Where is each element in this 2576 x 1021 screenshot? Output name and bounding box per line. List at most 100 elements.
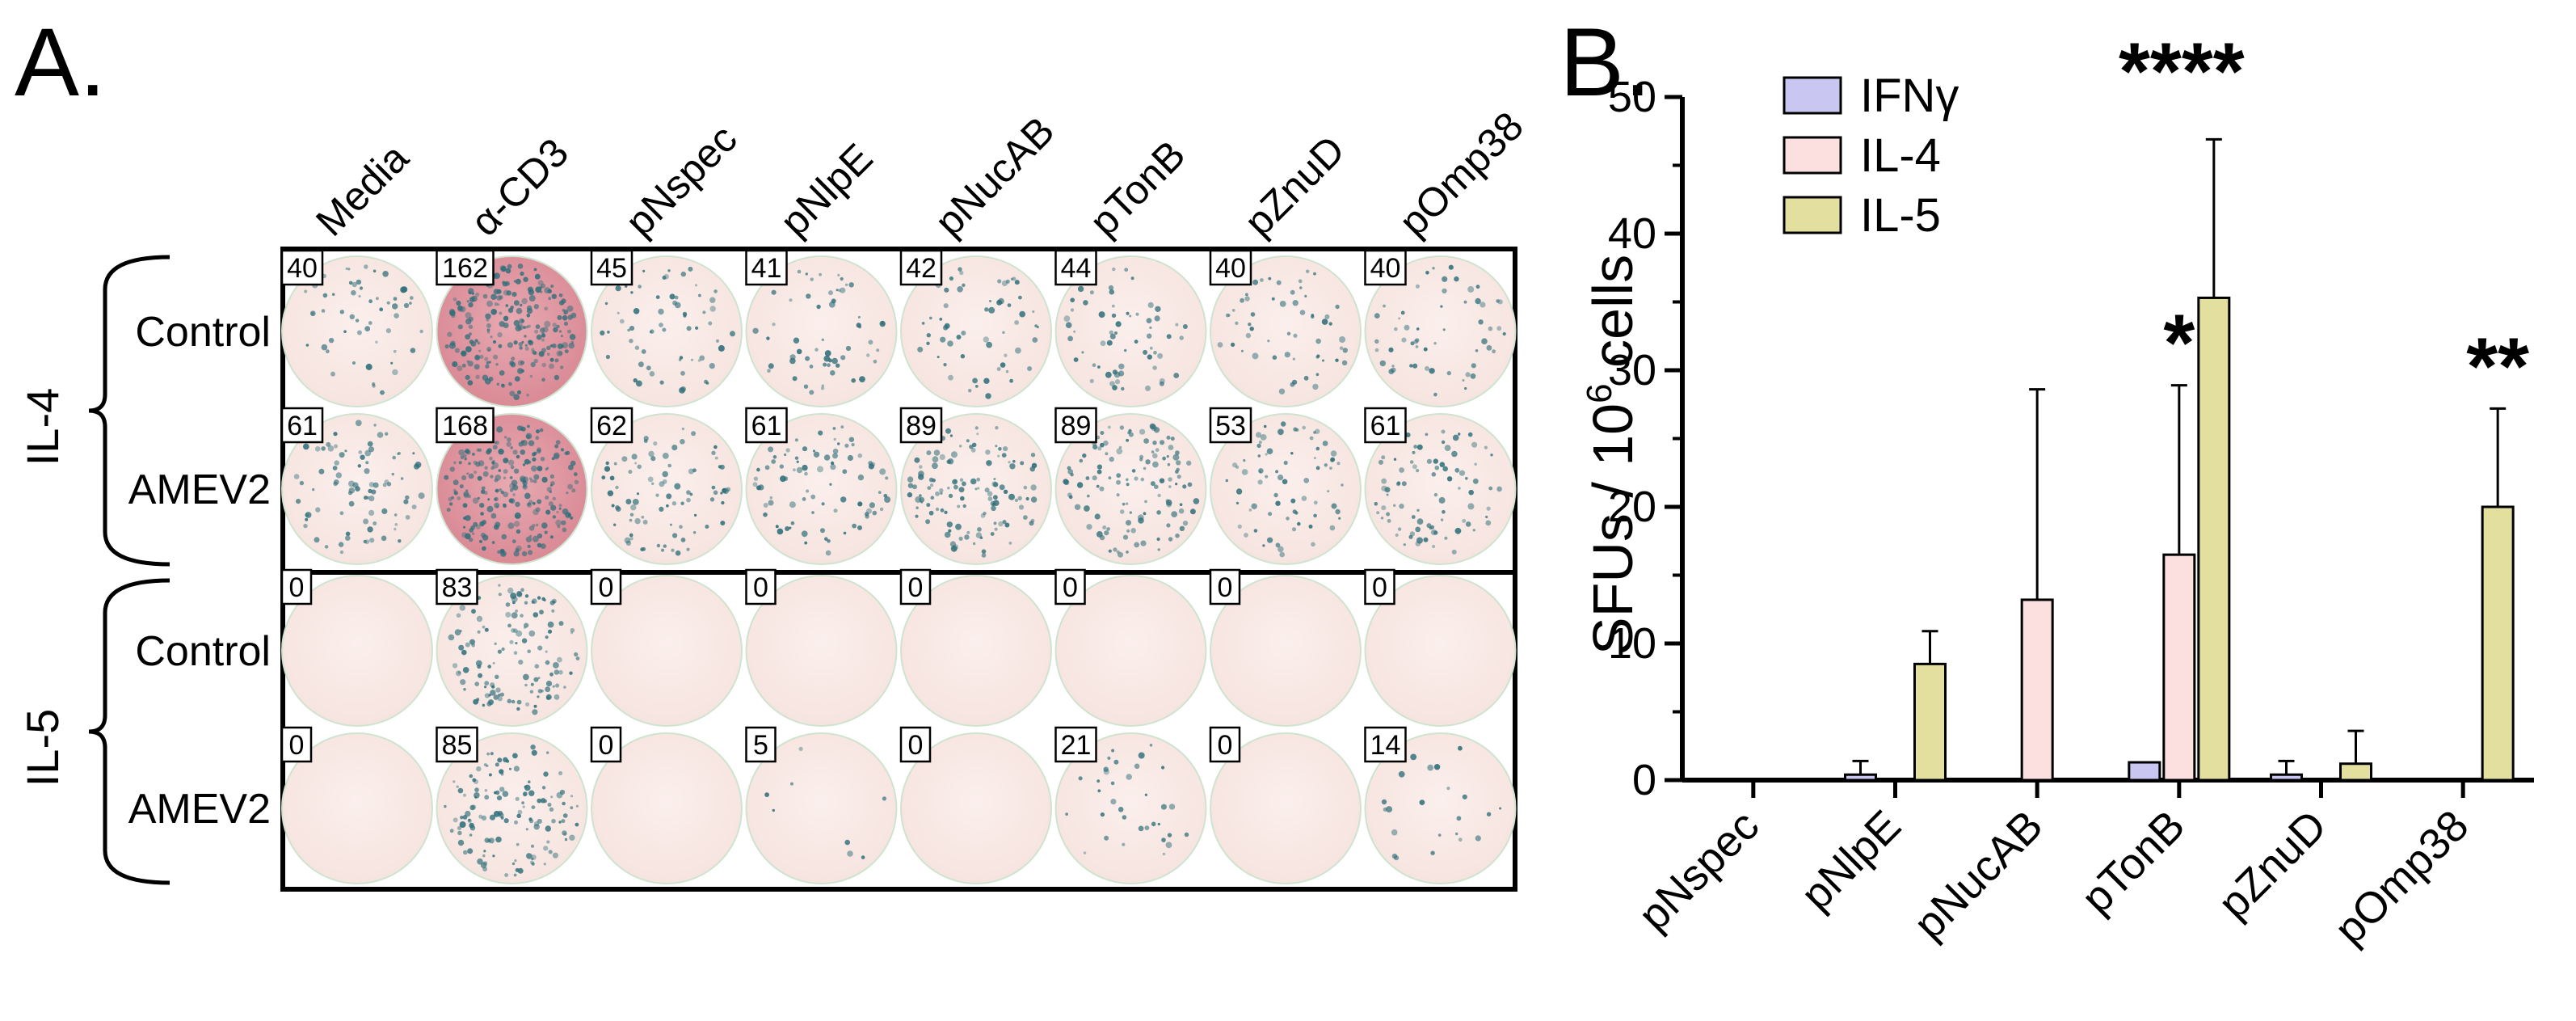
spot-count-label: 61	[751, 411, 782, 441]
spot	[1471, 363, 1476, 369]
spot	[481, 489, 486, 494]
spot	[1018, 295, 1022, 300]
spot	[840, 355, 846, 361]
spot	[511, 628, 516, 633]
spot	[1092, 363, 1096, 368]
spot	[789, 357, 796, 365]
spot	[1097, 446, 1102, 451]
spot	[1257, 479, 1263, 485]
spot	[946, 459, 951, 464]
spot	[1029, 521, 1034, 526]
spot	[1147, 333, 1152, 339]
spot	[521, 638, 528, 643]
spot	[659, 380, 664, 385]
x-tick-label: pNspec	[1629, 801, 1768, 940]
spot	[907, 476, 914, 483]
spot	[324, 545, 329, 549]
spot	[513, 873, 517, 877]
elispot-well	[1210, 413, 1362, 565]
spot	[553, 601, 556, 604]
spot	[1020, 461, 1025, 466]
spot	[511, 612, 518, 619]
spot	[772, 455, 777, 459]
spot	[1490, 454, 1493, 457]
spot	[535, 436, 540, 441]
spot	[550, 795, 554, 799]
spot	[955, 523, 962, 530]
spot	[463, 516, 467, 521]
spot	[1433, 392, 1437, 397]
spot	[1396, 481, 1401, 485]
spot	[756, 485, 761, 491]
spot	[449, 829, 454, 833]
spot	[630, 291, 633, 294]
spot	[1416, 327, 1420, 331]
spot	[1290, 452, 1294, 455]
spot	[767, 369, 771, 373]
spot	[919, 465, 923, 469]
panel-a-svg: A.Media α-CD3 pNspec pNlpE pNucAB pTonB pZnuD p…	[15, 8, 1532, 892]
spot	[1225, 313, 1230, 318]
y-axis-label-main: SFUs / 10	[1581, 403, 1644, 655]
spot	[322, 293, 328, 298]
spot	[1267, 340, 1270, 343]
spot	[482, 854, 486, 858]
spot	[1374, 313, 1380, 319]
spot	[1442, 276, 1448, 282]
spot	[1381, 485, 1387, 492]
spot	[1401, 337, 1407, 343]
spot	[643, 436, 649, 441]
spot	[1129, 314, 1132, 318]
spot	[345, 531, 351, 537]
spot	[481, 486, 486, 491]
spot	[796, 348, 802, 355]
spot-count-label: 89	[1061, 411, 1092, 441]
spot	[521, 297, 528, 305]
spot	[512, 493, 516, 496]
spot	[473, 460, 478, 465]
spot-count-label: 0	[599, 730, 614, 761]
spot	[528, 525, 535, 531]
spot	[563, 309, 569, 314]
spot	[528, 477, 532, 480]
spot	[531, 844, 534, 848]
spot	[1302, 425, 1306, 430]
spot	[983, 511, 987, 516]
spot	[1313, 272, 1316, 276]
spot	[536, 429, 540, 434]
spot	[1034, 324, 1038, 327]
spot	[1119, 509, 1125, 514]
spot	[831, 357, 838, 365]
spot	[482, 861, 488, 866]
spot	[1245, 293, 1248, 297]
spot	[513, 468, 520, 474]
spot	[1084, 505, 1090, 512]
spot	[563, 686, 566, 689]
spot	[823, 454, 831, 461]
spot	[1283, 460, 1288, 466]
spot	[549, 483, 553, 487]
spot	[821, 338, 824, 341]
spot	[1104, 835, 1109, 841]
spot	[1134, 476, 1139, 481]
spot	[1279, 551, 1285, 558]
spot	[752, 327, 759, 334]
spot-count-box	[745, 407, 788, 444]
spot	[1252, 352, 1259, 360]
spot	[518, 342, 523, 347]
spot	[482, 703, 486, 707]
elispot-well	[745, 575, 898, 727]
spot	[467, 818, 472, 823]
spot	[847, 454, 853, 462]
spot-count-box	[280, 249, 324, 286]
spot	[541, 362, 546, 368]
spot	[559, 789, 566, 795]
spot	[947, 487, 950, 490]
spot	[633, 378, 638, 383]
spot	[1374, 339, 1379, 344]
spot	[501, 383, 505, 387]
spot	[520, 303, 523, 307]
spot	[823, 362, 827, 367]
spot	[636, 492, 640, 496]
spot	[991, 481, 998, 487]
